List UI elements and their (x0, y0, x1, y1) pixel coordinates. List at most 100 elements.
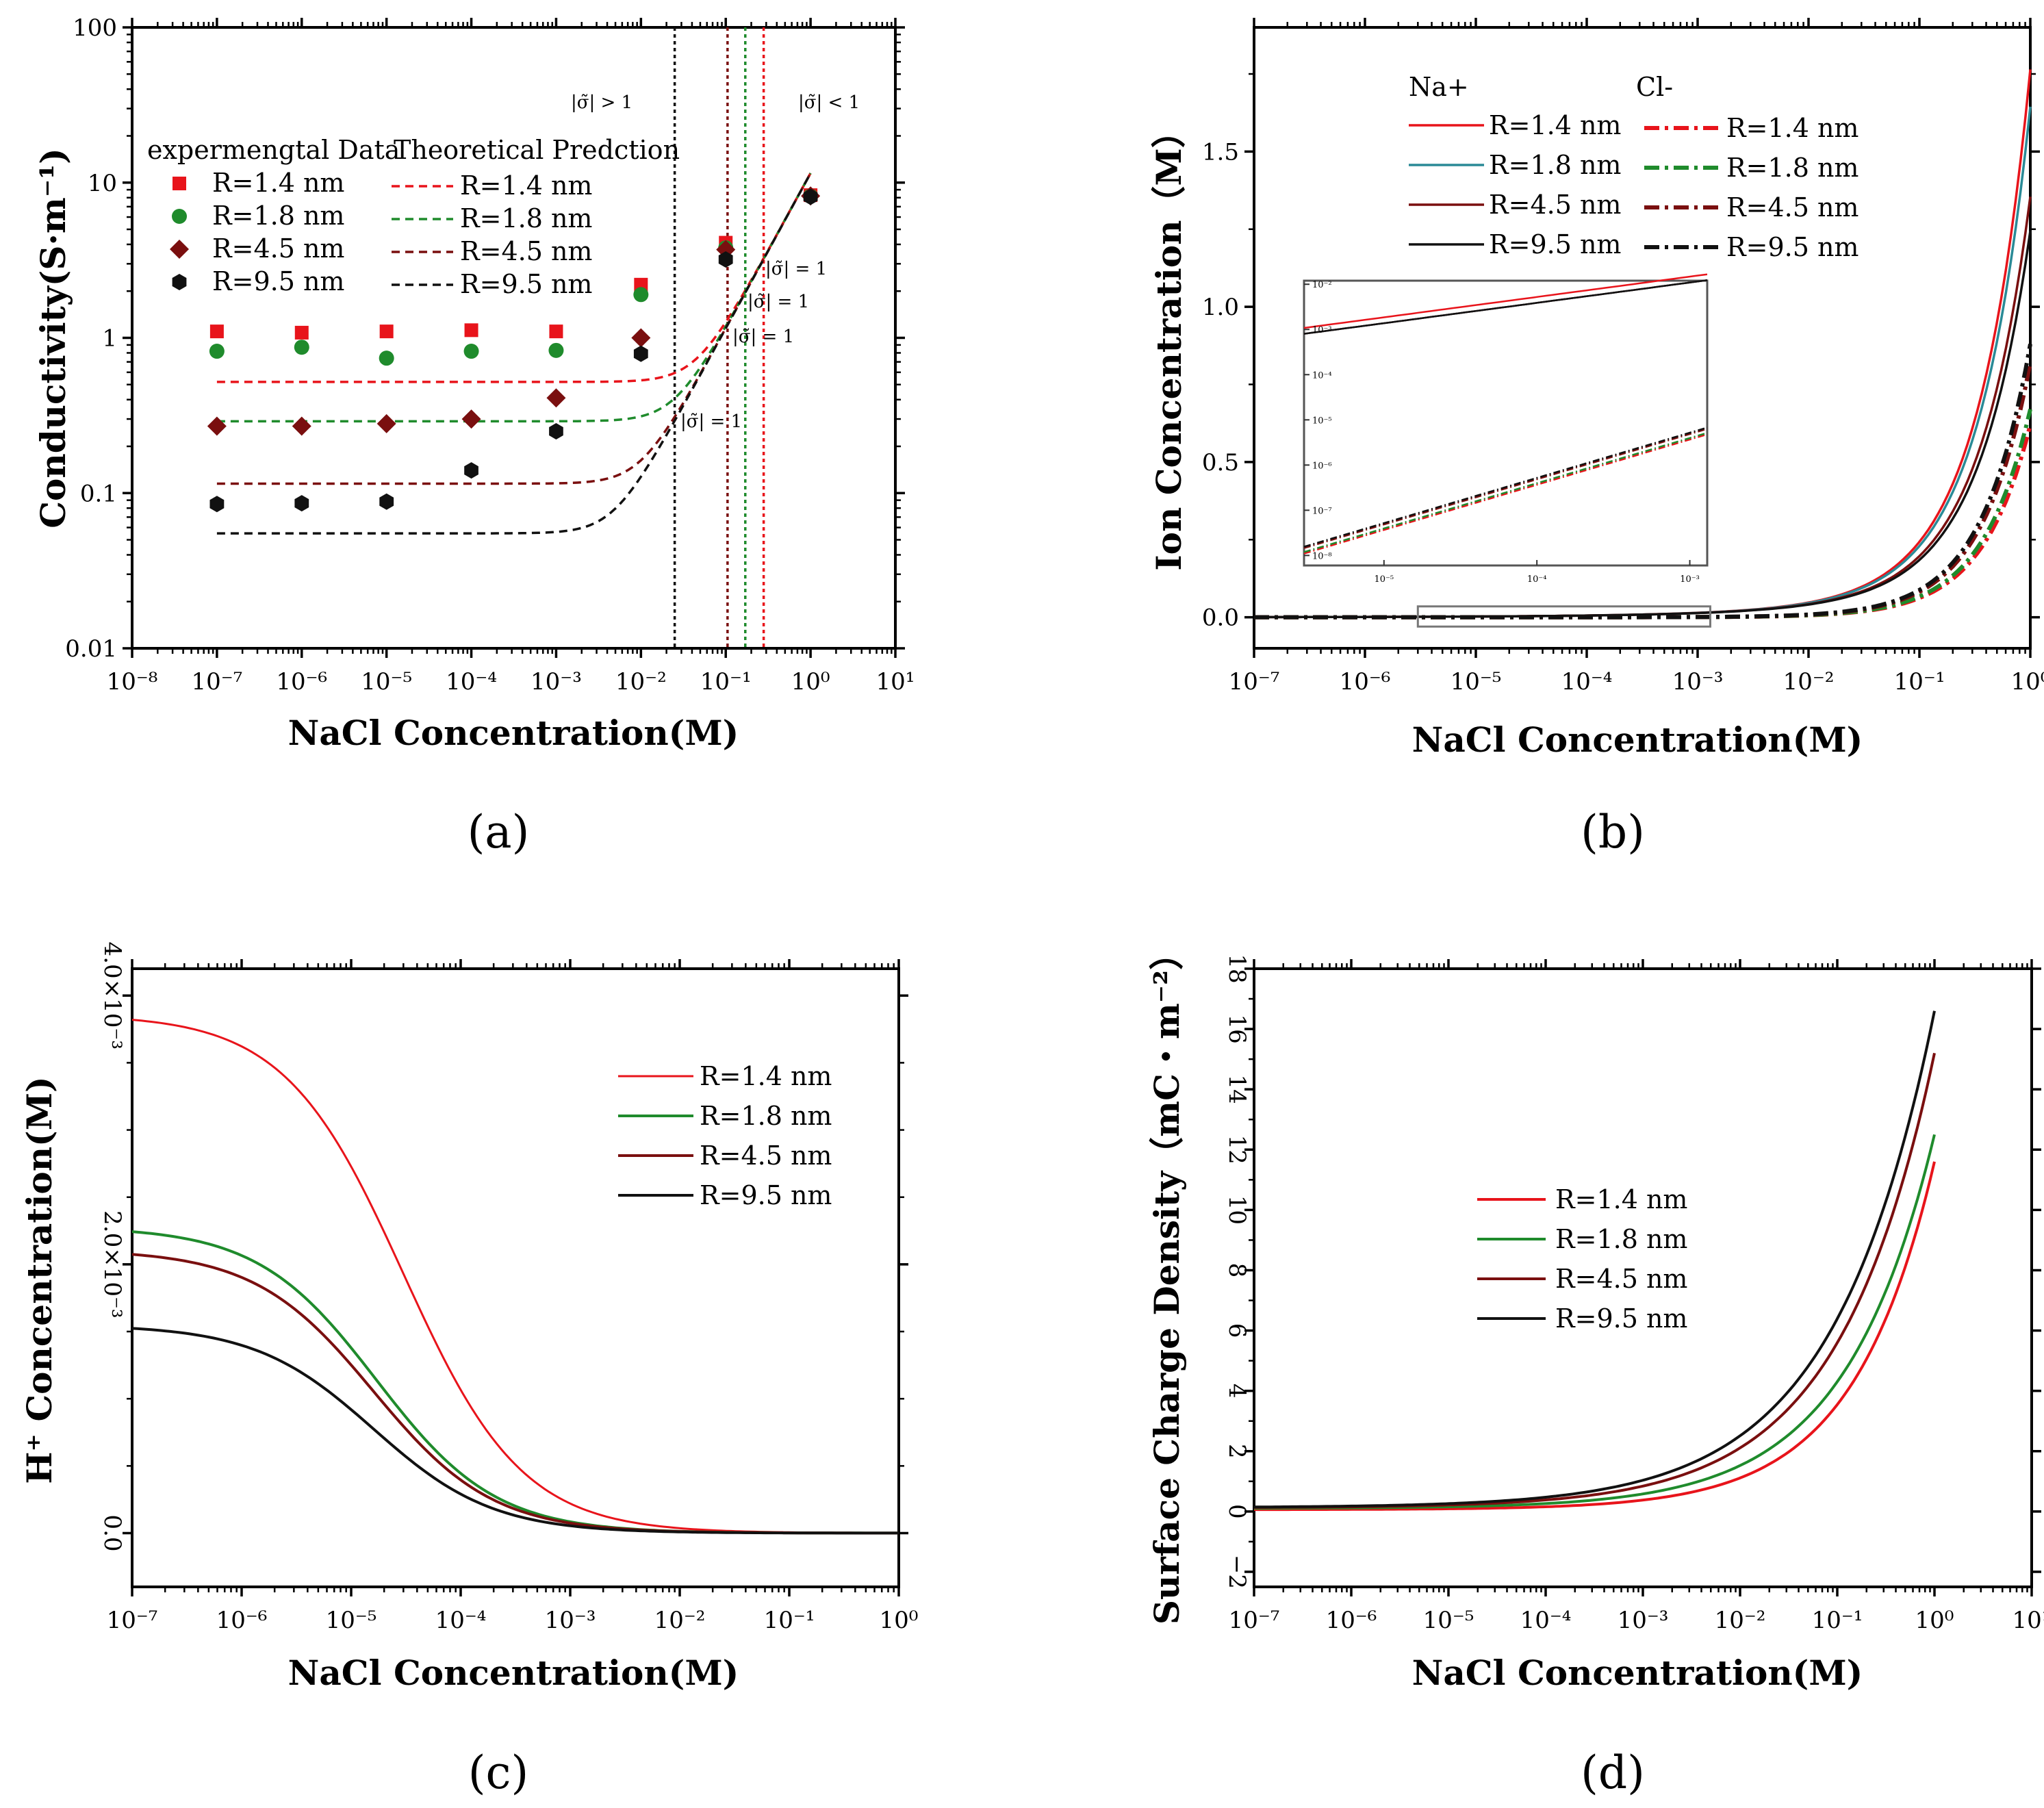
legend-label: R=9.5 nm (1555, 1303, 1687, 1334)
legend-label: R=1.8 nm (1489, 150, 1621, 180)
theory-line (216, 173, 812, 535)
axes-frame (131, 967, 900, 1588)
x-tick-label: 10⁰ (2011, 668, 2044, 696)
y-tick-label: 16 (1223, 1014, 1251, 1043)
y-tick-label: 0.01 (65, 635, 117, 663)
data-point (464, 462, 478, 479)
x-tick-label: 10¹ (2013, 1607, 2044, 1634)
legend-label: R=9.5 nm (700, 1180, 832, 1210)
x-tick-label: 10⁰ (791, 668, 830, 696)
y-tick-label: 14 (1223, 1075, 1251, 1104)
annotation: |σ̃| < 1 (798, 92, 860, 113)
data-point (549, 423, 563, 440)
y-tick-label: 0.0 (99, 1514, 126, 1551)
data-point (207, 416, 227, 436)
y-axis-label: H⁺ Concentration(M) (19, 1076, 60, 1484)
x-tick-label: 10⁻⁴ (435, 1607, 487, 1634)
inset-tick-label: 10⁻⁶ (1312, 461, 1332, 471)
x-tick-label: 10⁰ (1915, 1607, 1954, 1634)
annotation: |σ̃| = 1 (732, 327, 794, 347)
zoom-box (1416, 605, 1711, 628)
x-axis-label: NaCl Concentration(M) (288, 713, 739, 753)
x-tick-label: 10⁻⁵ (361, 668, 412, 696)
panel-label: (a) (468, 806, 530, 858)
x-tick-label: 10⁻² (1783, 668, 1835, 696)
theory-line (216, 173, 812, 423)
data-point (209, 324, 224, 339)
legend-label: R=4.5 nm (700, 1141, 832, 1171)
x-tick-label: 10⁻⁴ (446, 668, 497, 696)
series-line (131, 1230, 899, 1535)
y-tick-label: 1.5 (1202, 138, 1239, 166)
data-point (379, 324, 394, 339)
x-tick-label: 10⁻⁴ (1520, 1607, 1572, 1634)
annotation: |σ̃| = 1 (680, 411, 742, 432)
theory-line (216, 173, 812, 485)
data-point (549, 324, 563, 339)
x-tick-label: 10⁻² (615, 668, 667, 696)
axes-frame (1253, 26, 2032, 650)
x-tick-label: 10⁻⁷ (1229, 668, 1280, 696)
legend-label: R=1.4 nm (1726, 113, 1858, 143)
x-tick-label: 10⁻⁶ (1340, 668, 1391, 696)
x-tick-label: 10⁻⁶ (276, 668, 327, 696)
inset-line (1303, 279, 1708, 335)
y-tick-label: 1 (102, 325, 117, 353)
x-tick-label: 10⁻⁵ (1423, 1607, 1474, 1634)
annotation: |σ̃| = 1 (748, 292, 809, 312)
data-point (376, 413, 396, 433)
legend-label: R=9.5 nm (1489, 229, 1621, 259)
data-point (633, 287, 649, 303)
data-point (294, 340, 309, 355)
series-line (1254, 1010, 1936, 1509)
y-tick-label: 1.0 (1202, 294, 1239, 321)
data-point (463, 344, 479, 359)
legend-label: R=1.4 nm (460, 170, 592, 201)
inset-tick-label: 10⁻⁴ (1312, 370, 1332, 381)
inset-tick-label: 10⁻⁸ (1312, 551, 1332, 561)
x-tick-label: 10⁻³ (1672, 668, 1724, 696)
y-tick-label: 4 (1223, 1384, 1251, 1399)
legend-marker (172, 274, 187, 290)
legend-marker (170, 240, 189, 259)
panel-label: (b) (1581, 806, 1645, 858)
x-tick-label: 10⁻⁷ (107, 1607, 158, 1634)
annotation: |σ̃| > 1 (571, 92, 633, 113)
y-tick-label: 0.1 (80, 480, 117, 507)
legend-label: R=4.5 nm (1489, 190, 1621, 220)
x-tick-label: 10⁻¹ (700, 668, 752, 696)
inset-tick-label: 10⁻³ (1312, 325, 1332, 335)
chart-c: 10⁻⁷ 10⁻⁶ 10⁻⁵ 10⁻⁴ 10⁻³ 10⁻² 10⁻¹ 10⁰ 0.0 2.0×10… (19, 942, 918, 1799)
data-point (633, 345, 648, 362)
x-tick-label: 10⁻⁵ (326, 1607, 377, 1634)
inset-tick-label: 10⁻³ (1680, 574, 1700, 585)
chart-d: 10⁻⁷ 10⁻⁶ 10⁻⁵ 10⁻⁴ 10⁻³ 10⁻² 10⁻¹ 10⁰ 10¹ −2 0 2 4 6… (1147, 936, 2044, 1799)
legend-title: Cl- (1636, 72, 1673, 102)
legend-label: R=1.4 nm (1555, 1184, 1687, 1214)
annotation: |σ̃| = 1 (765, 259, 827, 279)
legend-title: Theoretical Predction (394, 135, 680, 165)
x-axis-label: NaCl Concentration(M) (1412, 720, 1863, 760)
series-line (131, 1327, 899, 1535)
x-tick-label: 10⁻³ (531, 668, 582, 696)
y-tick-label: 2 (1223, 1444, 1251, 1459)
data-point (461, 409, 481, 429)
data-point (379, 493, 394, 510)
series-line (131, 1019, 899, 1534)
y-tick-label: 4.0×10⁻³ (99, 942, 126, 1049)
x-axis-label: NaCl Concentration(M) (288, 1653, 739, 1693)
inset-tick-label: 10⁻⁵ (1312, 416, 1332, 426)
x-tick-label: 10⁻⁶ (216, 1607, 268, 1634)
legend-label: R=1.4 nm (212, 168, 344, 198)
legend-label: R=4.5 nm (1555, 1264, 1687, 1294)
y-tick-label: 2.0×10⁻³ (99, 1210, 126, 1318)
inset-line (1303, 432, 1708, 553)
legend-label: R=4.5 nm (212, 233, 344, 264)
x-axis-label: NaCl Concentration(M) (1412, 1653, 1863, 1693)
y-tick-label: 0.0 (1202, 604, 1239, 632)
data-point (379, 351, 394, 366)
y-tick-label: 100 (73, 14, 117, 42)
series-line (1254, 1161, 1936, 1512)
data-point (631, 328, 651, 348)
